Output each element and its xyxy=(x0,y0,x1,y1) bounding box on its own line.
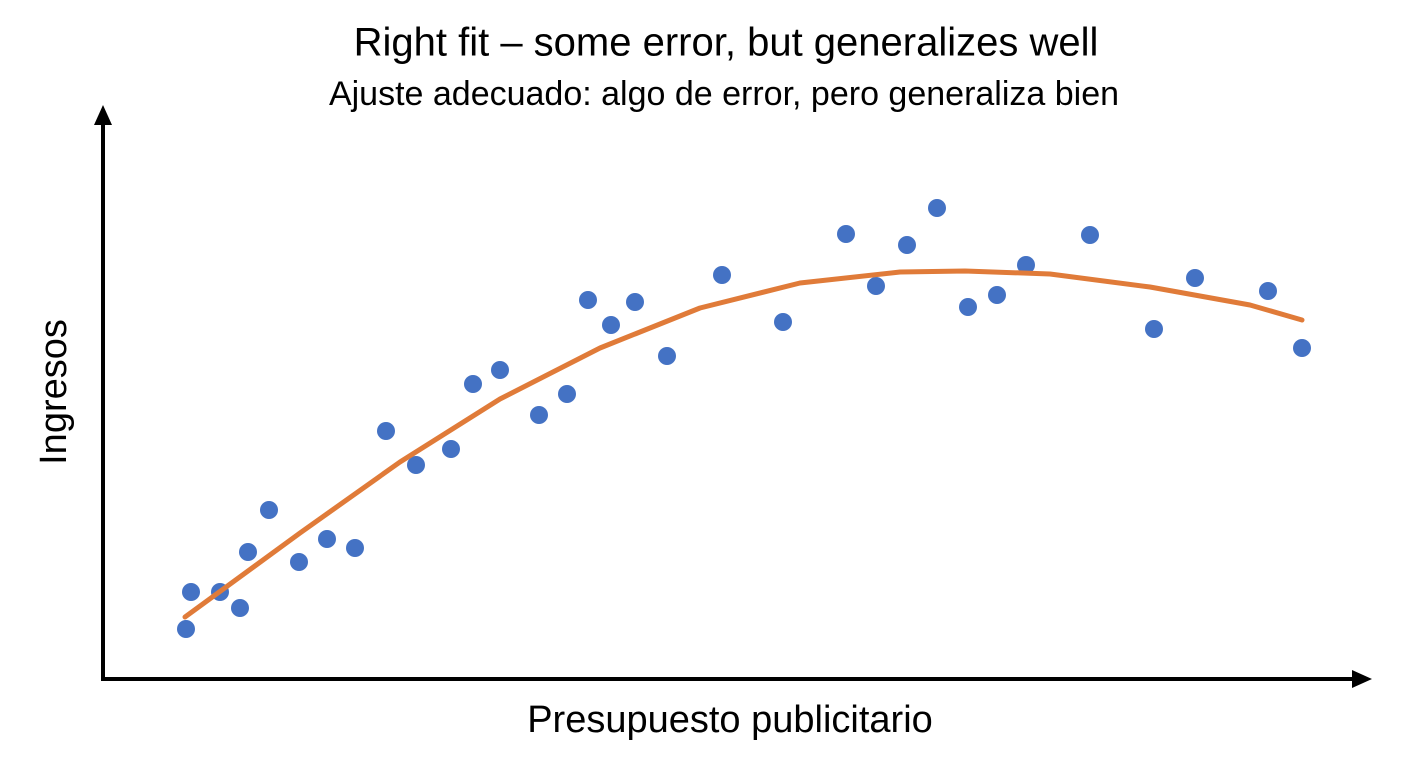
data-point xyxy=(530,406,548,424)
fit-curve xyxy=(182,268,1305,620)
data-point xyxy=(1259,282,1277,300)
data-point xyxy=(464,375,482,393)
data-point xyxy=(988,286,1006,304)
data-point xyxy=(318,530,336,548)
data-point xyxy=(407,456,425,474)
chart-title: Right fit – some error, but generalizes … xyxy=(354,21,1099,65)
y-axis-label: Ingresos xyxy=(33,319,75,465)
data-point xyxy=(1081,226,1099,244)
data-point xyxy=(774,313,792,331)
data-point xyxy=(837,225,855,243)
data-point xyxy=(602,316,620,334)
data-point xyxy=(579,291,597,309)
data-point xyxy=(260,501,278,519)
data-point xyxy=(898,236,916,254)
data-point xyxy=(1186,269,1204,287)
data-point xyxy=(1017,256,1035,274)
data-point xyxy=(1145,320,1163,338)
data-point xyxy=(626,293,644,311)
data-point xyxy=(713,266,731,284)
data-point xyxy=(182,583,200,601)
data-point xyxy=(928,199,946,217)
data-point xyxy=(491,361,509,379)
data-point xyxy=(377,422,395,440)
data-point xyxy=(558,385,576,403)
data-point xyxy=(959,298,977,316)
y-axis-arrow xyxy=(94,105,112,125)
data-point xyxy=(231,599,249,617)
data-point xyxy=(346,539,364,557)
data-point xyxy=(290,553,308,571)
data-point xyxy=(442,440,460,458)
data-point xyxy=(658,347,676,365)
data-point xyxy=(177,620,195,638)
x-axis-label: Presupuesto publicitario xyxy=(527,699,933,741)
chart-subtitle: Ajuste adecuado: algo de error, pero gen… xyxy=(329,75,1119,113)
data-point xyxy=(239,543,257,561)
data-point xyxy=(867,277,885,295)
x-axis-arrow xyxy=(1352,670,1372,688)
data-point xyxy=(1293,339,1311,357)
